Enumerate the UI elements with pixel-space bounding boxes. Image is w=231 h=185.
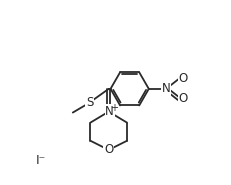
Text: S: S: [85, 96, 93, 109]
Text: O: O: [177, 72, 187, 85]
Text: +: +: [110, 103, 118, 113]
Text: O: O: [104, 143, 113, 156]
Text: O: O: [177, 92, 187, 105]
Text: N: N: [105, 105, 113, 118]
Text: I⁻: I⁻: [35, 154, 45, 167]
Text: N: N: [161, 82, 170, 95]
